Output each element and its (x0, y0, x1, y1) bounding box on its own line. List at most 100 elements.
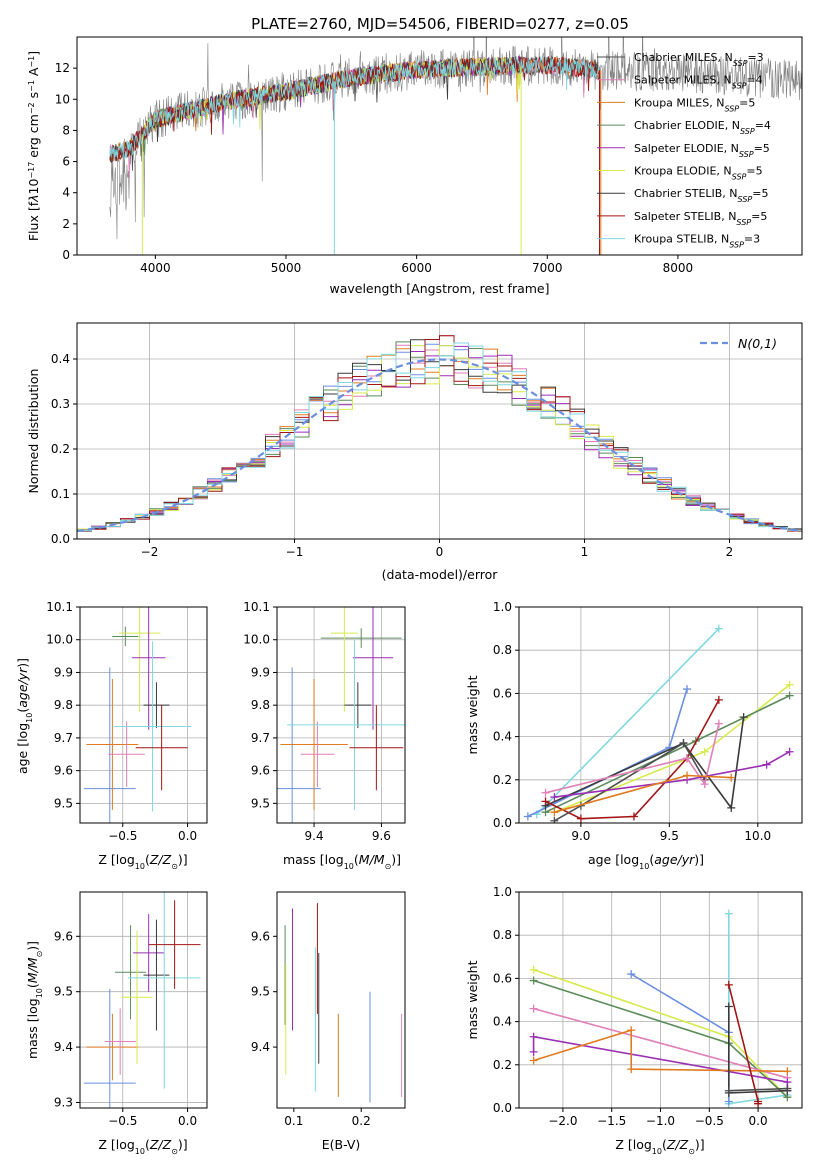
mass-vs-ebv-panel: 0.1 0.2 9.4 9.5 9.6 E(B-V) (251, 891, 406, 1152)
legend-text: =5 (746, 165, 762, 178)
weight-point (627, 1065, 636, 1074)
weight-point (529, 1032, 538, 1041)
axes-frame (76, 36, 803, 256)
x-tick-label: −1.0 (646, 1114, 675, 1128)
y-tick-label: 0.3 (51, 397, 70, 411)
legend-entry: Chabrier MILES, NSSP=3 (634, 51, 764, 68)
x-tick-label: −0.5 (108, 1114, 137, 1128)
weight-point (627, 970, 636, 979)
y-tick-label: 2 (62, 217, 70, 231)
x-tick-label: 2 (726, 545, 734, 559)
y-tick-label: 0.6 (493, 686, 512, 700)
age-vs-metallicity-panel: −0.5 0.0 9.5 9.6 9.7 9.8 9.9 10.0 10.1 (46, 600, 208, 843)
y-tick-label: 10 (55, 92, 70, 106)
weight-point (724, 909, 733, 918)
legend-text: =5 (751, 210, 767, 223)
axes-frame (518, 606, 803, 824)
weight-point (714, 719, 723, 728)
weight-line (533, 1029, 788, 1073)
mass-weight-vs-metallicity-panel: −2.0 −1.5 −1.0 −0.5 0.0 0.0 0.2 0.4 0.6 0.8 1.0 mas… (465, 885, 803, 1128)
y-tick-label: 0.4 (493, 730, 512, 744)
x-tick-label: −1 (286, 545, 304, 559)
legend-subscript: SSP (738, 195, 753, 204)
y-tick-label: 9.6 (251, 764, 270, 778)
weight-line (533, 1007, 788, 1079)
axes-frame (79, 891, 208, 1109)
y-tick-label: 0.8 (493, 643, 512, 657)
weight-z-x-label: Z [log10(Z/Z⊙)] (615, 1137, 704, 1156)
y-tick-label: 9.5 (251, 985, 270, 999)
spectrum-y-label: Flux [fλ10−17 erg cm−2 s−1 A−1] (26, 51, 41, 241)
y-tick-label: 0.0 (51, 532, 70, 546)
legend-text: =5 (739, 96, 755, 109)
y-tick-label: 10.0 (46, 633, 73, 647)
y-tick-label: 10.1 (243, 600, 270, 614)
legend-subscript: SSP (724, 104, 739, 113)
legend-entry: Kroupa STELIB, NSSP=3 (634, 233, 760, 250)
x-tick-label: −1.5 (597, 1114, 626, 1128)
x-tick-label: 10.0 (744, 829, 771, 843)
model-spectrum-line (109, 55, 600, 160)
y-tick-label: 0.2 (493, 1058, 512, 1072)
x-tick-label: 0.0 (749, 1114, 768, 1128)
legend-subscript: SSP (739, 149, 754, 158)
weight-point (576, 814, 585, 823)
weight-point (714, 695, 723, 704)
gaussian-curve (77, 358, 802, 533)
mass-z-x-label: Z [log10(Z/Z⊙)] (98, 1137, 187, 1156)
y-tick-label: 9.3 (54, 1095, 73, 1109)
weight-lines (523, 624, 794, 823)
histogram-lines (77, 335, 802, 534)
error-bars (277, 607, 405, 823)
y-axis-label: mass weight (465, 675, 480, 754)
weight-line (728, 984, 759, 1104)
x-tick-label: 6000 (401, 261, 432, 275)
x-tick-label: −0.5 (695, 1114, 724, 1128)
y-tick-label: 0.1 (51, 487, 70, 501)
weight-point (683, 685, 692, 694)
legend-entry: Chabrier STELIB, NSSP=5 (634, 187, 768, 204)
weight-point (541, 788, 550, 797)
y-tick-label: 9.6 (251, 929, 270, 943)
x-tick-label: −2 (141, 545, 159, 559)
spectrum-panel: 4000 5000 6000 7000 8000 0 2 4 6 8 10 12 wavelength … (55, 36, 803, 296)
mass-z-y-label: mass [log10(M/M⊙)] (25, 941, 44, 1059)
x-tick-label: 9.4 (305, 829, 324, 843)
x-tick-label: 9.5 (660, 829, 679, 843)
weight-point (783, 1084, 792, 1093)
age-mass-x-label: mass [log10(M/M⊙)] (283, 852, 401, 871)
legend-text: =4 (755, 119, 771, 132)
y-tick-label: 4 (62, 186, 70, 200)
y-tick-label: 9.8 (54, 698, 73, 712)
axes-frame (518, 891, 803, 1109)
y-tick-label: 9.4 (251, 1040, 270, 1054)
legend-subscript: SSP (732, 81, 747, 90)
y-tick-label: 0 (62, 248, 70, 262)
y-tick-label: 1.0 (493, 885, 512, 899)
legend-subscript: SSP (732, 172, 747, 181)
x-axis-label: (data-model)/error (382, 567, 499, 582)
x-tick-label: 1 (581, 545, 589, 559)
mass-weight-vs-age-panel: 9.0 9.5 10.0 0.0 0.2 0.4 0.6 0.8 1.0 mass weight (465, 600, 803, 843)
legend-text: =5 (754, 142, 770, 155)
weight-point (724, 980, 733, 989)
legend-text: Salpeter MILES, N (634, 74, 732, 87)
y-tick-label: 0.2 (493, 773, 512, 787)
y-tick-label: 9.6 (54, 929, 73, 943)
legend-text: =4 (746, 74, 762, 87)
error-bars (83, 892, 201, 1108)
y-tick-label: 0.6 (493, 971, 512, 985)
y-tick-label: 0.0 (493, 816, 512, 830)
legend-subscript: SSP (733, 59, 748, 68)
x-tick-label: −2.0 (548, 1114, 577, 1128)
weight-point (739, 713, 748, 722)
x-tick-label: 9.0 (571, 829, 590, 843)
weight-line (545, 723, 720, 794)
legend-entry: Salpeter ELODIE, NSSP=5 (634, 142, 770, 159)
legend-text: Salpeter STELIB, N (634, 210, 736, 223)
weight-lines (529, 909, 792, 1108)
y-axis-label: mass weight (465, 960, 480, 1039)
weight-point (529, 1004, 538, 1013)
weight-point (727, 803, 736, 812)
